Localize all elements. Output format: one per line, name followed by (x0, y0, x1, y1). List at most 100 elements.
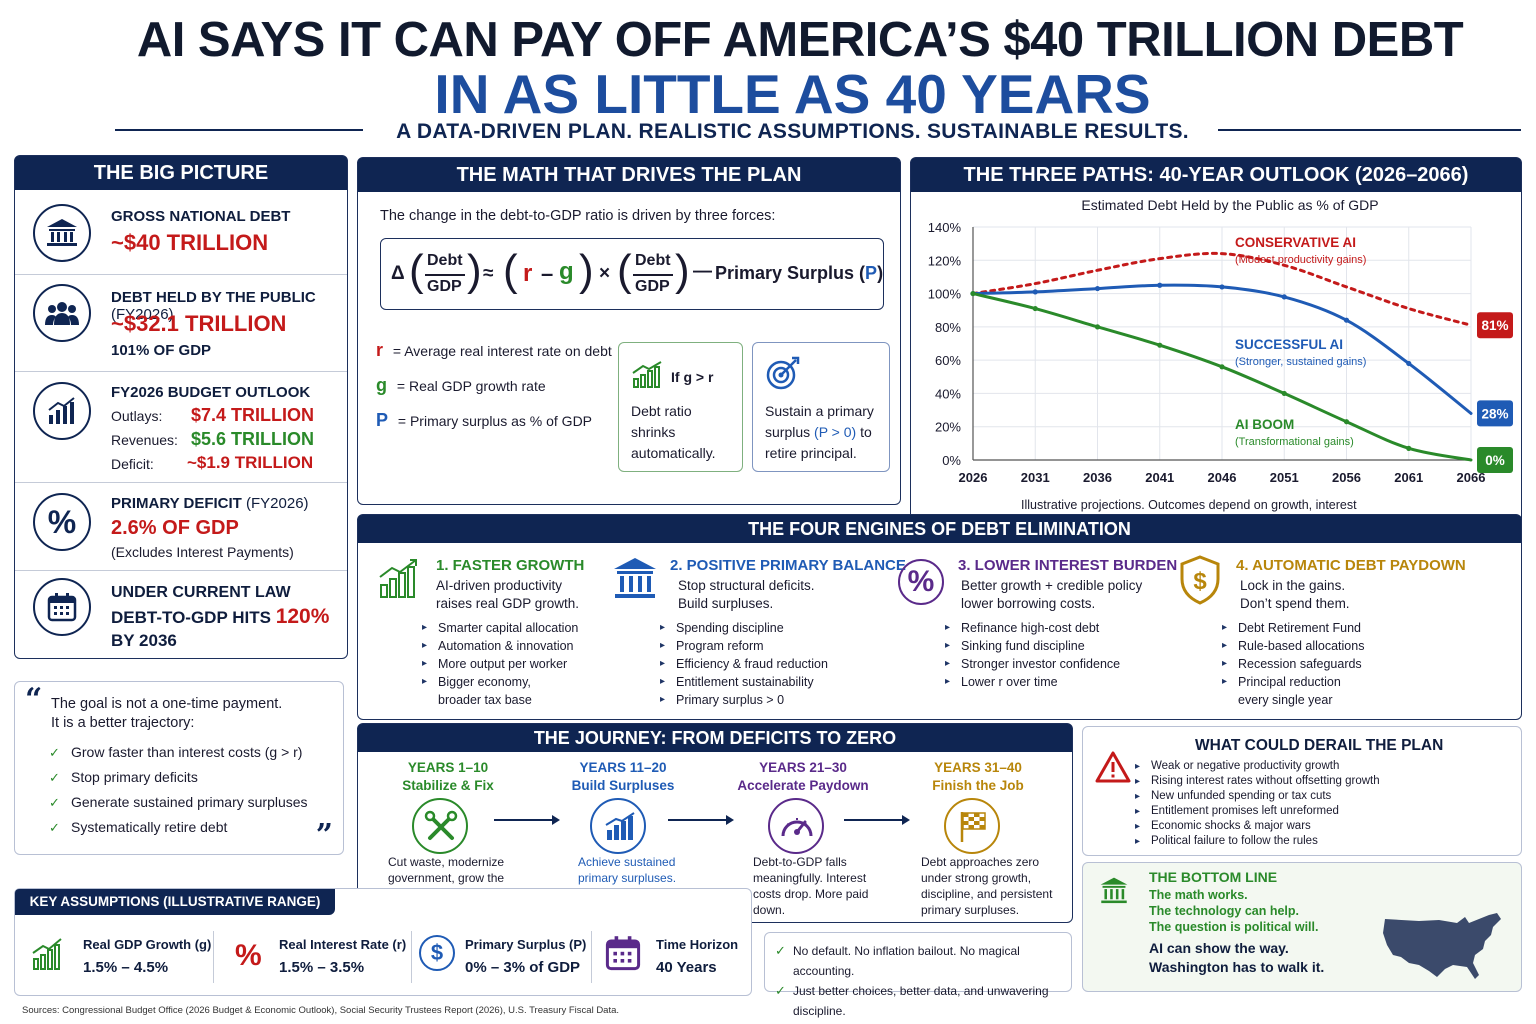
growth-chart-icon (379, 559, 417, 598)
formula-paren: ( (617, 246, 632, 295)
primary-deficit-title-suffix: (FY2026) (246, 495, 309, 512)
people-icon (33, 284, 91, 342)
g-greater-r-box: If g > r Debt ratio shrinks automaticall… (618, 342, 743, 472)
percent-icon: % (33, 493, 91, 551)
x-tick-label: 2036 (1083, 470, 1112, 485)
data-point (1032, 305, 1038, 312)
engine-bullet: More output per worker (422, 655, 612, 673)
def-g: g = Real GDP growth rate (376, 375, 546, 396)
engine-bullet: Recession safeguards (1222, 655, 1397, 673)
data-point (1032, 289, 1038, 295)
paths-panel: THE THREE PATHS: 40-YEAR OUTLOOK (2026–2… (910, 157, 1522, 529)
step-1-circle (412, 798, 468, 854)
surplus-box: Sustain a primary surplus (P > 0) to ret… (752, 342, 890, 472)
def-g-symbol: g (376, 375, 387, 395)
speedometer-icon (781, 818, 813, 837)
engine-bullet: Rule-based allocations (1222, 637, 1397, 655)
calendar-icon (33, 578, 91, 636)
tagline: A DATA-DRIVEN PLAN. REALISTIC ASSUMPTION… (396, 120, 1189, 143)
big-picture-header: THE BIG PICTURE (15, 156, 347, 190)
step-4-circle (944, 798, 1000, 854)
arrow-right-icon (902, 815, 910, 825)
engines-header: THE FOUR ENGINES OF DEBT ELIMINATION (358, 515, 1521, 543)
formula-r: r (523, 260, 533, 287)
engine-2-bullets: Spending discipline Program reform Effic… (660, 619, 860, 709)
close-quote-icon: ” (315, 818, 333, 853)
warning-icon (1095, 751, 1131, 783)
engine-3-title: 3. LOWER INTEREST BURDEN (958, 557, 1178, 574)
assumption-interest-label: Real Interest Rate (r) (279, 937, 407, 952)
formula-dash: — (693, 261, 712, 282)
end-value-badge (1477, 312, 1513, 339)
def-r: r = Average real interest rate on debt (376, 340, 612, 361)
formula-ps: Primary Surplus (P) (715, 263, 883, 284)
arrow-right-icon (494, 819, 556, 821)
step-2-name: Build Surpluses (571, 778, 675, 793)
engine-bullet: Principal reduction every single year (1222, 673, 1362, 709)
surplus-text-a: Sustain a primary surplus (765, 403, 874, 440)
data-point (1219, 364, 1225, 370)
step-3-circle (768, 798, 824, 854)
assumption-horizon-label: Time Horizon (656, 937, 739, 952)
derail-item: Weak or negative productivity growth (1135, 759, 1380, 774)
bottom-line-3: The question is political will. (1149, 920, 1319, 934)
public-debt-title-text: DEBT HELD BY THE PUBLIC (111, 289, 316, 306)
derail-item: Entitlement promises left unreformed (1135, 804, 1380, 819)
engine-1-bullets: Smarter capital allocation Automation & … (422, 619, 612, 709)
formula-paren: ) (467, 246, 482, 295)
percent-icon: % (235, 939, 262, 972)
engine-2-desc: Stop structural deficits. Build surpluse… (678, 578, 815, 611)
assumptions-header: KEY ASSUMPTIONS (ILLUSTRATIVE RANGE) (15, 889, 335, 915)
bottom-line-1: The math works. (1149, 888, 1248, 902)
def-p-text: = Primary surplus as % of GDP (397, 413, 593, 429)
svg-text:$: $ (1193, 568, 1207, 595)
tagline-rule-left (115, 129, 363, 131)
step-2-circle (590, 798, 646, 854)
engine-4-desc: Lock in the gains. Don’t spend them. (1240, 578, 1350, 611)
arrow-right-icon (844, 819, 906, 821)
formula-debt: Debt (635, 252, 671, 269)
assumption-horizon-value: 40 Years (656, 959, 717, 976)
y-tick-label: 140% (928, 220, 962, 235)
open-quote-icon: “ (25, 682, 43, 717)
goal-item: Systematically retire debt (49, 815, 308, 840)
step-2-years: YEARS 11–20 (579, 760, 667, 775)
bank-icon (1100, 877, 1128, 904)
x-tick-label: 2041 (1145, 470, 1174, 485)
series-line (971, 251, 1473, 327)
bottom-line-2: The technology can help. (1149, 904, 1300, 918)
assumption-interest-value: 1.5% – 3.5% (279, 959, 365, 976)
y-tick-label: 20% (935, 420, 961, 435)
surplus-text-c: to retire principal. (765, 424, 872, 461)
def-g-text: = Real GDP growth rate (396, 378, 546, 394)
series-note: (Stronger, sustained gains) (1235, 356, 1366, 368)
engine-2-title: 2. POSITIVE PRIMARY BALANCE (670, 557, 906, 574)
step-3-years: YEARS 21–30 (759, 760, 847, 775)
engine-bullet: Lower r over time (945, 673, 1145, 691)
formula-p: P (865, 263, 878, 283)
promises-panel: No default. No inflation bailout. No mag… (764, 932, 1072, 1018)
promises-list: No default. No inflation bailout. No mag… (775, 941, 1071, 1021)
tools-icon (424, 810, 458, 840)
chart-title: Estimated Debt Held by the Public as % o… (1081, 197, 1378, 213)
series-note: (Transformational gains) (1235, 436, 1354, 448)
goal-line2: It is a better trajectory: (51, 715, 195, 731)
outlays-label: Outlays: (111, 408, 163, 424)
formula-paren: ) (675, 246, 690, 295)
revenues-value: $5.6 TRILLION (191, 429, 315, 449)
step-3-text: Debt-to-GDP falls meaningfully. Interest… (753, 855, 869, 917)
engine-bullet: Efficiency & fraud reduction (660, 655, 860, 673)
y-tick-label: 100% (928, 287, 962, 302)
surplus-text: Sustain a primary surplus (P > 0) to ret… (765, 401, 885, 464)
promise-item: No default. No inflation bailout. No mag… (775, 941, 1071, 981)
paths-header: THE THREE PATHS: 40-YEAR OUTLOOK (2026–2… (911, 158, 1521, 192)
engine-4-bullets: Debt Retirement Fund Rule-based allocati… (1222, 619, 1397, 709)
target-icon (766, 356, 800, 390)
series-label: SUCCESSFUL AI (1235, 337, 1343, 352)
y-tick-label: 60% (935, 353, 961, 368)
arrow-right-icon (552, 815, 560, 825)
growth-chart-icon (32, 938, 62, 970)
data-point (1094, 324, 1101, 330)
divider (15, 274, 347, 275)
x-tick-label: 2026 (959, 470, 988, 485)
